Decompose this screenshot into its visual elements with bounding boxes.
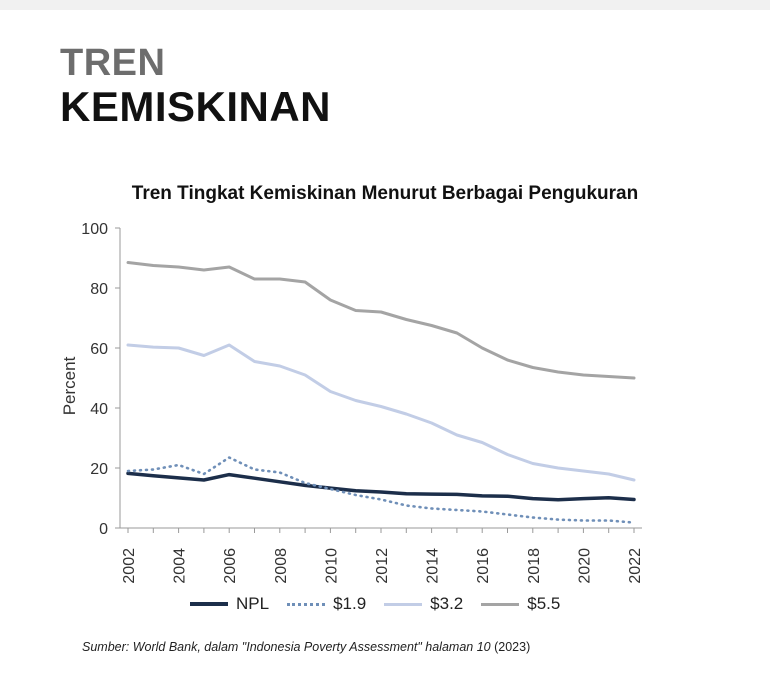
y-tick-label-0: 0 (99, 521, 108, 538)
series-line-3-2 (126, 343, 636, 482)
heading-tren: TREN (60, 42, 166, 84)
x-tick-label-2002: 2002 (121, 548, 138, 584)
y-tick-label-60: 60 (90, 341, 108, 358)
y-tick-label-20: 20 (90, 461, 108, 478)
x-tick-label-2014: 2014 (425, 548, 442, 584)
legend-label-1-9: $1.9 (333, 594, 367, 613)
y-tick-label-100: 100 (81, 221, 108, 238)
legend-swatch-3-2 (384, 602, 423, 606)
legend-label-npl: NPL (236, 594, 270, 613)
x-tick-label-2006: 2006 (222, 548, 239, 584)
y-tick-label-40: 40 (90, 401, 108, 418)
y-axis-label: Percent (60, 356, 79, 415)
top-bar (0, 0, 770, 10)
legend-swatch-npl (190, 602, 228, 606)
chart-title: Tren Tingkat Kemiskinan Menurut Berbagai… (131, 183, 639, 204)
legend-swatch-1-9 (287, 602, 326, 606)
series-line-npl (126, 471, 636, 502)
x-tick-label-2022: 2022 (627, 548, 644, 584)
legend-swatch-5-5 (481, 602, 520, 606)
source-note: Sumber: World Bank, dalam "Indonesia Pov… (82, 640, 530, 654)
x-tick-label-2018: 2018 (526, 548, 543, 584)
series-line-5-5 (126, 261, 636, 380)
legend-item-5-5: $5.5 (481, 594, 560, 614)
legend-label-3-2: $3.2 (430, 594, 464, 613)
x-tick-label-2008: 2008 (273, 548, 290, 584)
legend-item-1-9: $1.9 (287, 594, 366, 614)
legend-item-npl: NPL (190, 594, 269, 614)
x-tick-label-2010: 2010 (323, 548, 340, 584)
legend-item-3-2: $3.2 (384, 594, 463, 614)
x-tick-label-2020: 2020 (576, 548, 593, 584)
source-year: (2023) (494, 640, 531, 654)
heading-kemiskinan: KEMISKINAN (60, 83, 332, 130)
legend-label-5-5: $5.5 (527, 594, 561, 613)
series-line-1-9 (126, 456, 636, 524)
chart-legend: NPL $1.9 $3.2 $5.5 (190, 594, 560, 614)
x-tick-label-2012: 2012 (374, 548, 391, 584)
source-text: Sumber: World Bank, dalam "Indonesia Pov… (82, 640, 491, 654)
y-tick-label-80: 80 (90, 281, 108, 298)
x-tick-label-2016: 2016 (475, 548, 492, 584)
x-tick-label-2004: 2004 (172, 548, 189, 584)
